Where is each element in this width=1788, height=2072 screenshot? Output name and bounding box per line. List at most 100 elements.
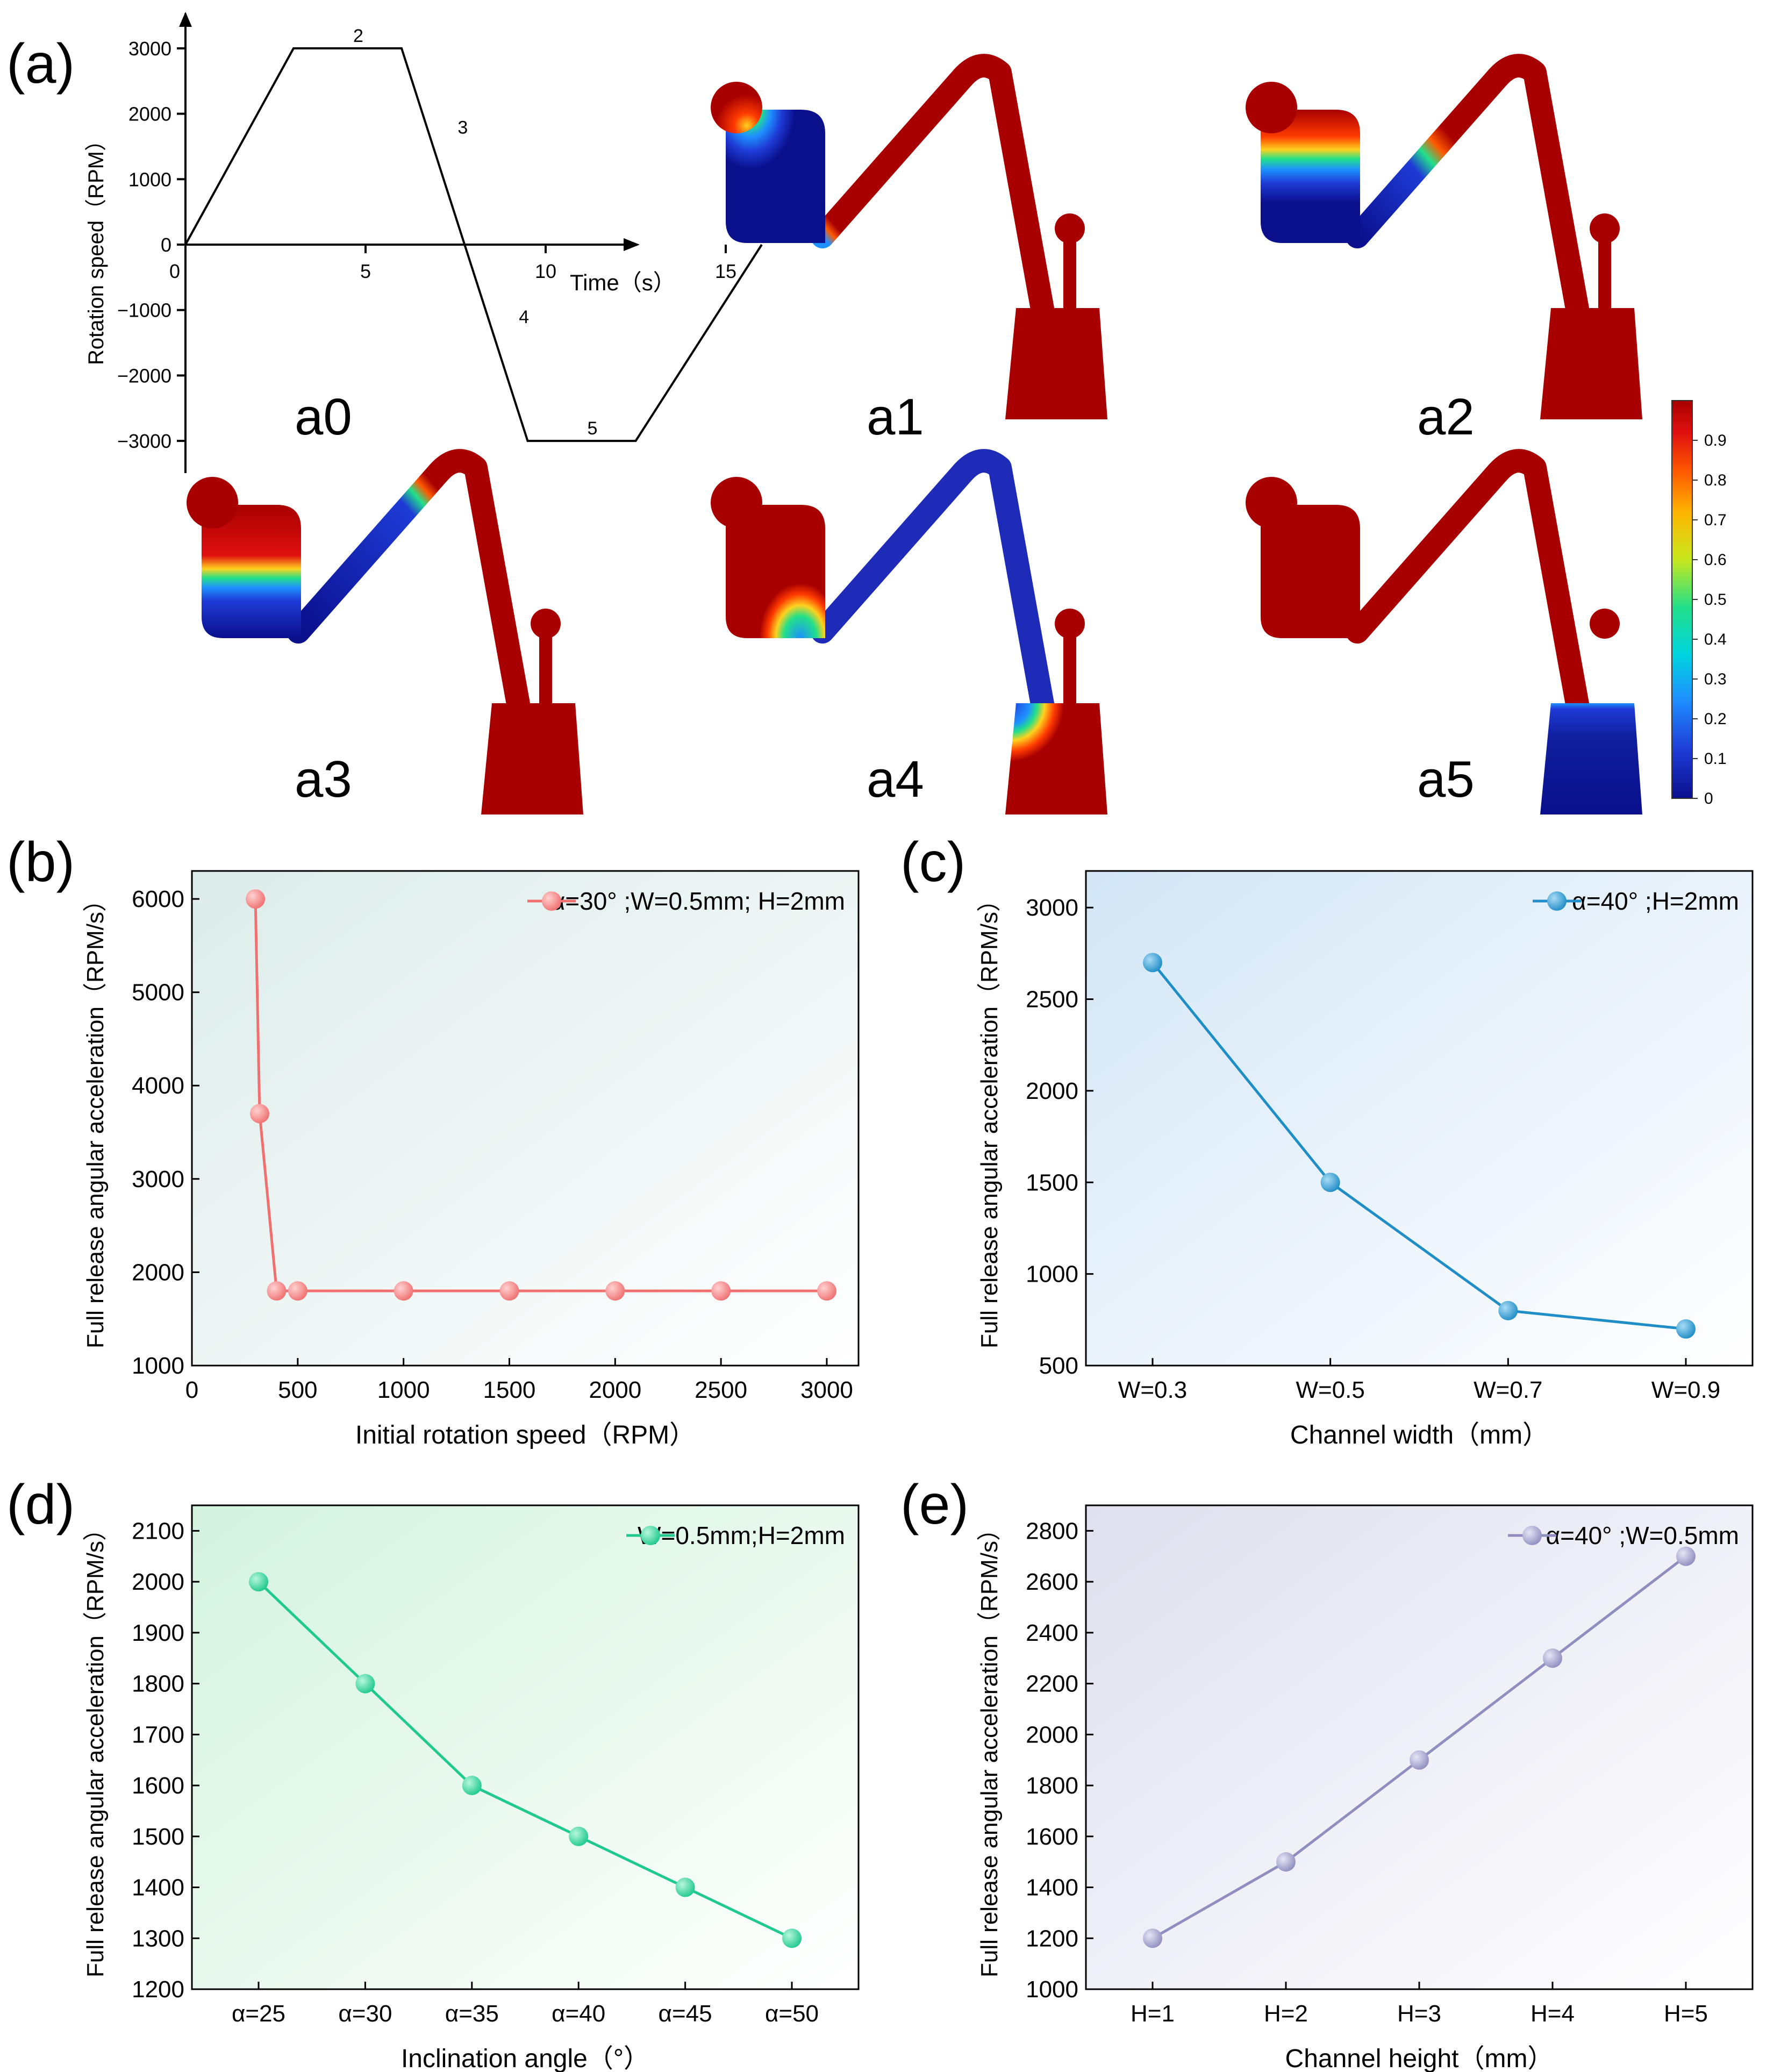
x-tick-label: H=4 — [1530, 2000, 1575, 2027]
y-tick-label: 2000 — [132, 1569, 184, 1595]
inlet-bulb — [1246, 477, 1297, 528]
segment-label: 4 — [519, 307, 529, 327]
legend-label: α=40° ;H=2mm — [1572, 887, 1739, 915]
data-point — [1676, 1546, 1696, 1566]
vent-bulb — [531, 609, 561, 639]
data-point — [782, 1928, 802, 1948]
y-tick-label: 2000 — [1026, 1721, 1078, 1748]
vent-bulb — [1590, 213, 1620, 244]
vent-bulb — [1590, 609, 1620, 639]
colorbar-tick-label: 0.7 — [1704, 511, 1727, 529]
channel-vertical — [953, 449, 1055, 709]
y-tick-label: 2000 — [128, 103, 171, 125]
y-tick-label: 1400 — [132, 1875, 184, 1901]
y-tick-label: 1900 — [132, 1620, 184, 1646]
sim-label-a4: a4 — [867, 751, 924, 808]
y-tick-label: 3000 — [128, 38, 171, 60]
chart-d: α=25 α=30 α=35 α=40 α=45 α=50 1200 1300 1400 1500… — [82, 1504, 860, 2072]
y-tick-label: 1400 — [1026, 1875, 1078, 1901]
reservoir — [726, 110, 825, 243]
data-point — [1410, 1750, 1429, 1770]
x-tick-label: 500 — [278, 1377, 317, 1403]
y-tick-label: −2000 — [117, 365, 171, 387]
colorbar: 0 0.1 0.2 0.3 0.4 0.5 0.6 0.7 0.8 0.9 — [1671, 400, 1727, 808]
sim-label-a5: a5 — [1417, 751, 1475, 808]
colorbar-tick-label: 0.3 — [1704, 670, 1727, 688]
y-tick-label: −3000 — [117, 430, 171, 452]
y-tick-label: 2800 — [1026, 1518, 1078, 1544]
y-tick-label: 0 — [161, 234, 171, 256]
data-point — [1320, 1173, 1340, 1192]
legend-marker — [641, 1526, 660, 1545]
x-tick-label: 0 — [169, 260, 180, 282]
sim-a2-device — [1246, 54, 1642, 419]
sim-a4-device — [711, 449, 1107, 814]
plot-frame — [191, 870, 860, 1367]
channel-vertical — [1488, 54, 1590, 314]
data-point — [267, 1281, 287, 1301]
y-tick-label: 1000 — [1026, 1976, 1078, 2003]
x-tick-label: 10 — [535, 260, 556, 282]
colorbar-tick-label: 0.9 — [1704, 432, 1727, 449]
y-tick-label: 1200 — [132, 1976, 184, 2003]
y-axis-label: Full release angular acceleration（RPM/s） — [976, 888, 1003, 1348]
x-axis-label: Channel height（mm） — [1285, 2045, 1554, 2072]
x-axis-label: Inclination angle（°） — [401, 2045, 649, 2072]
inlet-bulb — [711, 82, 762, 133]
panel-label-c: (c) — [900, 831, 966, 894]
y-tick-label: 1300 — [132, 1925, 184, 1952]
y-tick-label: 3000 — [132, 1166, 184, 1192]
y-tick-label: 1600 — [1026, 1824, 1078, 1850]
x-tick-label: H=3 — [1397, 2000, 1441, 2027]
chart-e: H=1 H=2 H=3 H=4 H=5 1000 1200 1400 1600 1800 2000 2… — [976, 1504, 1754, 2072]
x-tick-label: H=2 — [1264, 2000, 1308, 2027]
x-tick-label: W=0.5 — [1296, 1377, 1364, 1403]
segment-label: 5 — [588, 418, 598, 439]
x-tick-label: H=1 — [1131, 2000, 1175, 2027]
x-tick-label: W=0.9 — [1651, 1377, 1720, 1403]
data-point — [711, 1281, 731, 1301]
panel-label-a: (a) — [6, 33, 75, 95]
x-tick-label: α=35 — [445, 2000, 499, 2027]
reservoir — [1261, 110, 1360, 243]
data-point — [462, 1776, 482, 1796]
data-point — [355, 1674, 375, 1694]
series-line — [184, 47, 763, 442]
y-axis-arrow-icon — [179, 12, 192, 27]
y-tick-label: 1800 — [1026, 1773, 1078, 1799]
colorbar-tick-label: 0.4 — [1704, 631, 1727, 648]
channel-diagonal — [287, 461, 450, 644]
chart-c: W=0.3 W=0.5 W=0.7 W=0.9 500 1000 1500 2000 2500 3… — [976, 870, 1754, 1449]
segment-label: 2 — [353, 26, 363, 46]
x-tick-label: 1500 — [483, 1377, 536, 1403]
inlet-bulb — [1246, 82, 1297, 133]
y-axis-label: Full release angular acceleration（RPM/s） — [976, 1517, 1003, 1977]
colorbar-tick-label: 0.5 — [1704, 591, 1727, 609]
panel-label-e: (e) — [900, 1474, 969, 1536]
x-tick-label: 0 — [185, 1377, 198, 1403]
channel-vertical — [953, 54, 1055, 314]
sim-a1-device — [711, 54, 1107, 419]
y-tick-label: 1000 — [128, 168, 171, 190]
data-point — [249, 1572, 268, 1592]
legend-label: α=30° ;W=0.5mm; H=2mm — [551, 887, 845, 915]
x-tick-label: 2500 — [695, 1377, 747, 1403]
x-tick-label: α=40 — [552, 2000, 605, 2027]
sim-label-a3: a3 — [295, 751, 352, 808]
vent-bulb — [1055, 213, 1085, 244]
channel-vertical — [429, 449, 531, 709]
vent-bulb — [1055, 609, 1085, 639]
sim-a3-device — [187, 449, 583, 814]
data-point — [817, 1281, 836, 1301]
plot-frame — [1085, 870, 1754, 1367]
x-tick-label: 3000 — [800, 1377, 853, 1403]
y-tick-label: 1700 — [132, 1721, 184, 1748]
reservoir — [202, 505, 301, 638]
data-point — [394, 1281, 413, 1301]
legend-label: α=40° ;W=0.5mm — [1546, 1521, 1739, 1549]
collection-chamber — [1005, 308, 1107, 419]
y-tick-label: −1000 — [117, 299, 171, 321]
x-tick-label: 1000 — [377, 1377, 430, 1403]
inlet-bulb — [187, 477, 238, 528]
